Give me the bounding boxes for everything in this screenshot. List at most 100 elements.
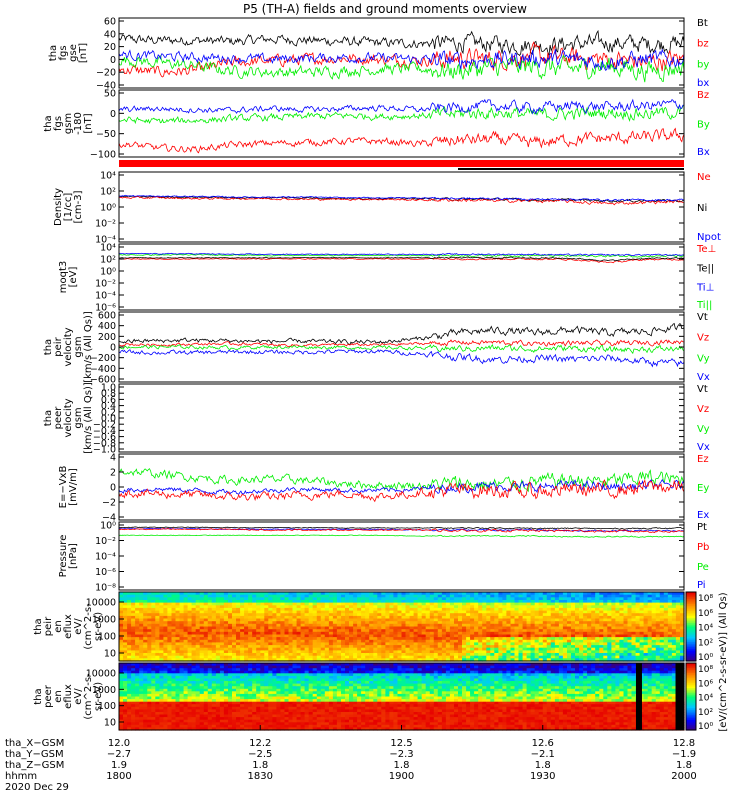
- spectrogram-cell: [264, 670, 269, 674]
- spectrogram-cell: [288, 647, 294, 651]
- spectrogram-cell: [369, 645, 374, 649]
- spectrogram-cell: [417, 655, 423, 659]
- spectrogram-cell: [635, 610, 641, 614]
- spectrogram-cell: [143, 637, 148, 641]
- spectrogram-cell: [195, 668, 201, 672]
- spectrogram-cell: [680, 597, 685, 601]
- spectrogram-cell: [550, 626, 556, 630]
- spectrogram-cell: [284, 704, 290, 708]
- spectrogram-cell: [123, 712, 128, 716]
- spectrogram-cell: [215, 615, 221, 620]
- spectrogram-cell: [284, 663, 290, 667]
- spectrogram-cell: [530, 645, 536, 649]
- spectrogram-cell: [546, 594, 552, 598]
- spectrogram-cell: [562, 605, 568, 609]
- spectrogram-cell: [324, 634, 330, 638]
- spectrogram-cell: [135, 719, 140, 723]
- spectrogram-cell: [441, 613, 447, 617]
- spectrogram-cell: [615, 642, 620, 646]
- spectrogram-cell: [119, 663, 124, 667]
- spectrogram-cell: [248, 637, 253, 641]
- spectrogram-cell: [232, 724, 237, 728]
- spectrogram-cell: [147, 675, 152, 680]
- spectrogram-cell: [470, 605, 475, 609]
- spectrogram-cell: [207, 621, 213, 625]
- spectrogram-cell: [264, 629, 269, 633]
- spectrogram-cell: [268, 701, 273, 705]
- spectrogram-cell: [357, 639, 362, 644]
- spectrogram-cell: [591, 653, 596, 657]
- spectrogram-cell: [357, 602, 362, 606]
- spectrogram-cell: [474, 626, 479, 630]
- spectrogram-cell: [187, 681, 193, 685]
- spectrogram-cell: [219, 681, 225, 685]
- spectrogram-cell: [441, 629, 447, 633]
- spectrogram-cell: [272, 626, 277, 630]
- spectrogram-cell: [332, 634, 338, 638]
- spectrogram-cell: [542, 647, 548, 651]
- spectrogram-cell: [316, 607, 322, 612]
- spectrogram-cell: [175, 714, 181, 718]
- spectrogram-cell: [385, 610, 390, 614]
- spectrogram-cell: [498, 613, 503, 617]
- spectrogram-cell: [183, 631, 189, 636]
- spectrogram-cell: [490, 634, 495, 638]
- spectrogram-cell: [429, 607, 435, 612]
- spectrogram-cell: [328, 623, 334, 628]
- spectrogram-cell: [587, 592, 592, 596]
- spectrogram-cell: [494, 653, 499, 657]
- spectrogram-cell: [554, 623, 560, 628]
- spectrogram-cell: [353, 623, 358, 628]
- spectrogram-cell: [252, 618, 257, 622]
- spectrogram-cell: [591, 634, 596, 638]
- ytick-label: 10⁻⁴: [95, 291, 116, 302]
- spectrogram-cell: [151, 663, 156, 667]
- spectrogram-cell: [591, 645, 596, 649]
- spectrogram-cell: [667, 650, 673, 654]
- spectrogram-cell: [151, 704, 156, 708]
- spectrogram-cell: [175, 637, 181, 641]
- spectrogram-cell: [151, 675, 156, 680]
- spectrogram-cell: [437, 592, 443, 596]
- spectrogram-cell: [272, 722, 277, 726]
- spectrogram-cell: [659, 597, 665, 601]
- spectrogram-cell: [151, 607, 156, 612]
- spectrogram-cell: [385, 613, 390, 617]
- spectrogram-cell: [591, 602, 596, 606]
- spectrogram-cell: [680, 618, 685, 622]
- spectrogram-cell: [272, 639, 277, 644]
- spectrogram-cell: [518, 592, 524, 596]
- spectrogram-cell: [583, 600, 588, 604]
- spectrogram-cell: [244, 645, 249, 649]
- spectrogram-cell: [127, 597, 132, 601]
- spectrogram-cell: [195, 650, 201, 654]
- spectrogram-cell: [478, 610, 483, 614]
- spectrogram-cell: [147, 717, 152, 721]
- spectrogram-cell: [619, 597, 624, 601]
- spectrogram-cell: [328, 605, 334, 609]
- spectrogram-cell: [675, 602, 681, 606]
- spectrogram-cell: [667, 600, 673, 604]
- spectrogram-cell: [627, 600, 633, 604]
- spectrogram-cell: [441, 645, 447, 649]
- spectrogram-cell: [215, 678, 221, 682]
- spectrogram-cell: [232, 675, 237, 680]
- spectrogram-cell: [332, 615, 338, 620]
- spectrogram-cell: [429, 605, 435, 609]
- spectrogram-cell: [119, 724, 124, 728]
- spectrogram-cell: [494, 610, 499, 614]
- spectrogram-cell: [611, 594, 616, 598]
- spectrogram-cell: [151, 623, 156, 628]
- spectrogram-cell: [252, 675, 257, 680]
- spectrogram-cell: [203, 668, 209, 672]
- figure-title: P5 (TH-A) fields and ground moments over…: [243, 2, 527, 16]
- spectrogram-cell: [336, 629, 342, 633]
- spectrogram-cell: [587, 623, 592, 628]
- spectrogram-cell: [308, 607, 314, 612]
- spectrogram-cell: [498, 602, 503, 606]
- spectrogram-cell: [155, 629, 160, 633]
- spectrogram-cell: [373, 626, 378, 630]
- spectrogram-cell: [324, 631, 330, 636]
- spectrogram-cell: [175, 623, 181, 628]
- spectrogram-cell: [458, 602, 463, 606]
